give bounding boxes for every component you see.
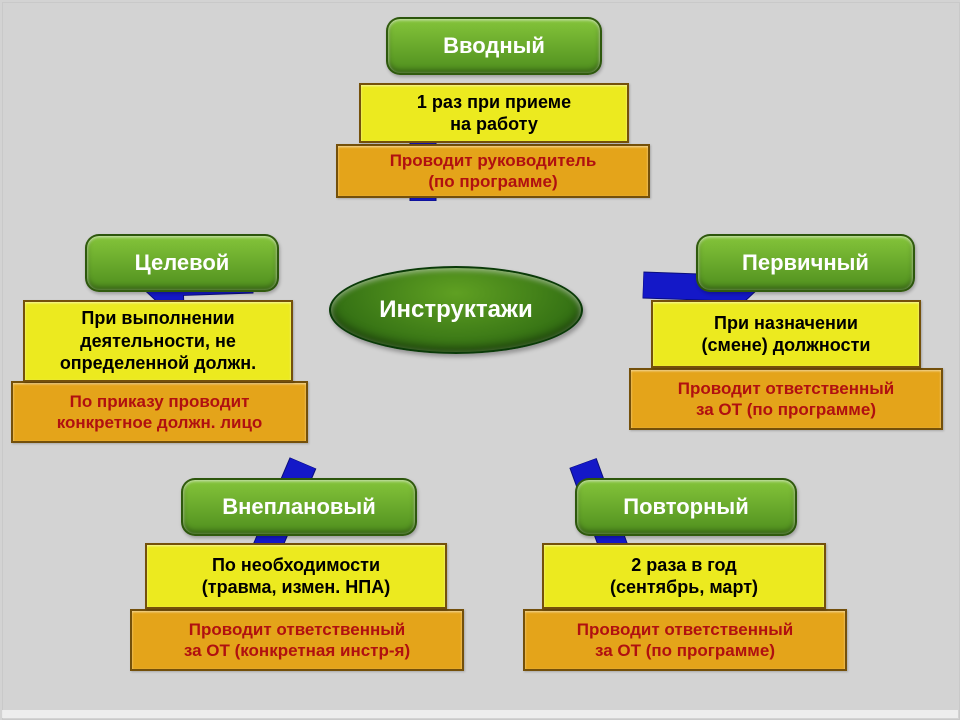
chip-vneplanovy: Внеплановый xyxy=(181,478,417,536)
orange-pervichny: Проводит ответственный за ОТ (по програм… xyxy=(629,368,943,430)
yellow-text-povtorny: 2 раза в год (сентябрь, март) xyxy=(610,554,758,599)
chip-label-vneplanovy: Внеплановый xyxy=(222,494,375,520)
chip-label-vvodny: Вводный xyxy=(443,33,545,59)
orange-povtorny: Проводит ответственный за ОТ (по програм… xyxy=(523,609,847,671)
yellow-text-tselevoy: При выполнении деятельности, не определе… xyxy=(60,307,256,375)
yellow-pervichny: При назначении (смене) должности xyxy=(651,300,921,368)
chip-povtorny: Повторный xyxy=(575,478,797,536)
footer-bar xyxy=(2,710,958,718)
yellow-tselevoy: При выполнении деятельности, не определе… xyxy=(23,300,293,382)
orange-vvodny: Проводит руководитель (по программе) xyxy=(336,144,650,198)
center-label: Инструктажи xyxy=(379,296,532,324)
orange-text-tselevoy: По приказу проводит конкретное должн. ли… xyxy=(57,391,263,434)
orange-tselevoy: По приказу проводит конкретное должн. ли… xyxy=(11,381,308,443)
chip-label-povtorny: Повторный xyxy=(623,494,748,520)
yellow-vvodny: 1 раз при приеме на работу xyxy=(359,83,629,143)
orange-vneplanovy: Проводит ответственный за ОТ (конкретная… xyxy=(130,609,464,671)
yellow-text-pervichny: При назначении (смене) должности xyxy=(702,312,871,357)
diagram-stage: Инструктажи Проводит руководитель (по про… xyxy=(2,2,960,720)
chip-pervichny: Первичный xyxy=(696,234,915,292)
chip-vvodny: Вводный xyxy=(386,17,602,75)
chip-label-tselevoy: Целевой xyxy=(135,250,230,276)
orange-text-vvodny: Проводит руководитель (по программе) xyxy=(390,150,597,193)
center-ellipse: Инструктажи xyxy=(329,266,583,354)
yellow-text-vneplanovy: По необходимости (травма, измен. НПА) xyxy=(202,554,390,599)
chip-label-pervichny: Первичный xyxy=(742,250,869,276)
yellow-text-vvodny: 1 раз при приеме на работу xyxy=(417,91,571,136)
orange-text-povtorny: Проводит ответственный за ОТ (по програм… xyxy=(577,619,793,662)
yellow-povtorny: 2 раза в год (сентябрь, март) xyxy=(542,543,826,609)
chip-tselevoy: Целевой xyxy=(85,234,279,292)
orange-text-pervichny: Проводит ответственный за ОТ (по програм… xyxy=(678,378,894,421)
yellow-vneplanovy: По необходимости (травма, измен. НПА) xyxy=(145,543,447,609)
orange-text-vneplanovy: Проводит ответственный за ОТ (конкретная… xyxy=(184,619,410,662)
